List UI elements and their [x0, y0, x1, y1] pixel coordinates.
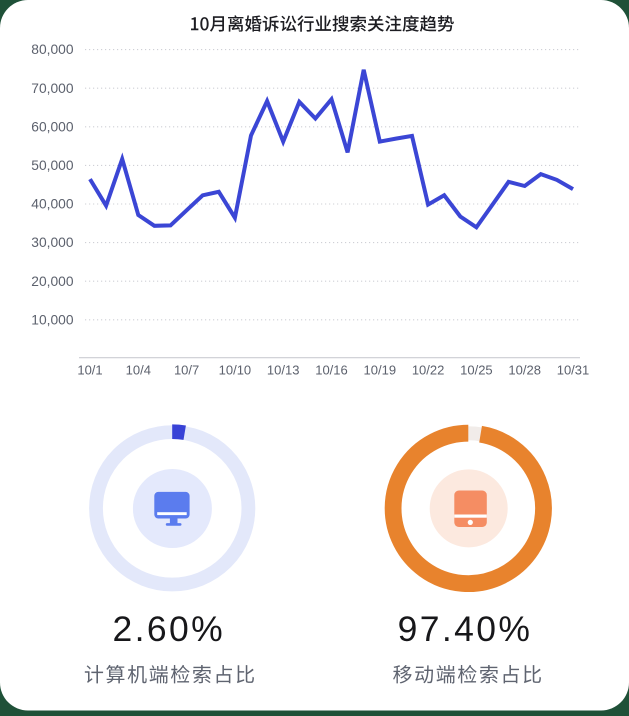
- svg-text:10/13: 10/13: [267, 363, 300, 378]
- svg-text:10/28: 10/28: [508, 363, 541, 378]
- svg-text:80,000: 80,000: [31, 42, 74, 57]
- svg-text:10,000: 10,000: [31, 312, 74, 327]
- svg-text:60,000: 60,000: [31, 119, 74, 134]
- svg-text:10/19: 10/19: [364, 363, 397, 378]
- svg-text:70,000: 70,000: [31, 81, 74, 96]
- svg-text:40,000: 40,000: [31, 197, 74, 212]
- svg-text:10/31: 10/31: [557, 363, 590, 378]
- svg-text:10/16: 10/16: [315, 363, 348, 378]
- svg-text:10/10: 10/10: [219, 363, 252, 378]
- svg-text:50,000: 50,000: [31, 158, 74, 173]
- svg-text:10/4: 10/4: [126, 363, 151, 378]
- svg-text:20,000: 20,000: [31, 274, 74, 289]
- svg-text:30,000: 30,000: [31, 235, 74, 250]
- svg-text:10/22: 10/22: [412, 363, 445, 378]
- svg-text:10/7: 10/7: [174, 363, 199, 378]
- svg-text:10/1: 10/1: [77, 363, 102, 378]
- svg-text:10/25: 10/25: [460, 363, 493, 378]
- svg-text:97.40%: 97.40%: [398, 609, 533, 649]
- svg-text:2.60%: 2.60%: [112, 609, 225, 649]
